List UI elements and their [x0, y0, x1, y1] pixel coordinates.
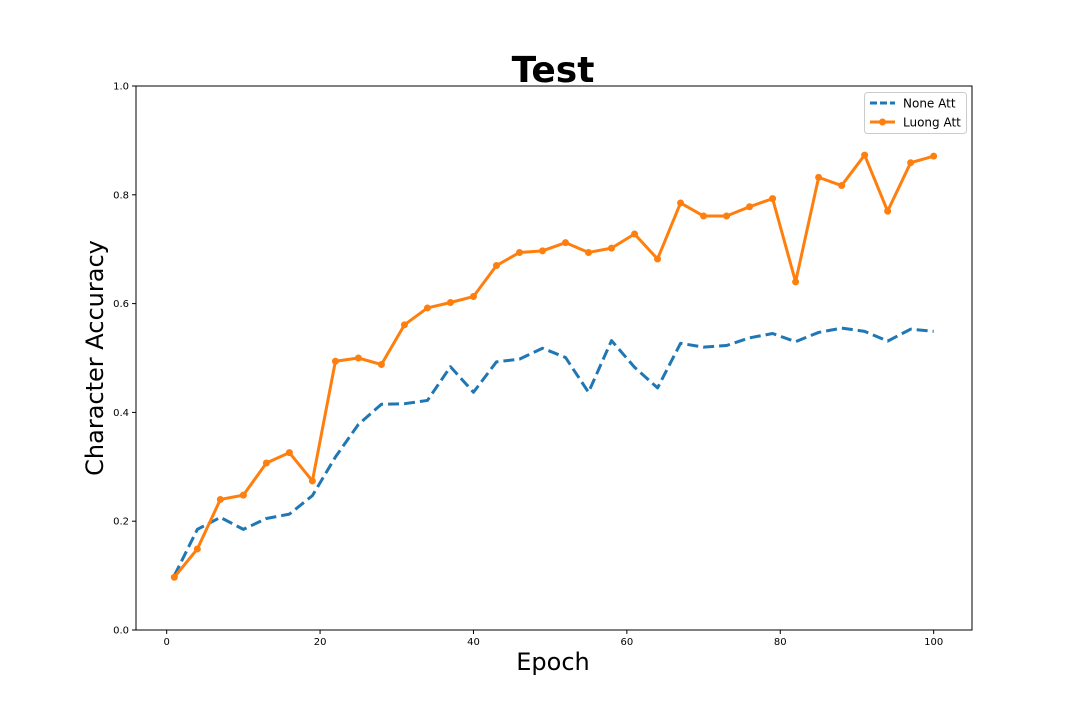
data-point [377, 361, 385, 369]
chart-title: Test [512, 50, 595, 91]
x-axis-label: Epoch [516, 648, 590, 676]
plot-area-frame [135, 85, 973, 631]
data-point [262, 459, 270, 467]
y-tick-label: 1.0 [113, 82, 129, 93]
series-line-2 [173, 153, 935, 579]
series-line-1 [173, 326, 934, 577]
y-tick-label: 0.0 [113, 626, 129, 637]
data-point [907, 159, 915, 167]
data-point [654, 255, 662, 263]
y-tick-label: 0.6 [113, 299, 129, 310]
data-point [469, 293, 477, 301]
data-point [239, 491, 247, 499]
x-tick-label: 60 [620, 637, 633, 648]
data-point [746, 203, 754, 211]
data-point [446, 299, 454, 307]
axis-ticks: 0 20 40 60 80 100 0.0 0.2 0.4 0.6 0.8 1.0 [113, 82, 943, 649]
legend-marker [879, 118, 886, 126]
data-point [492, 262, 500, 270]
data-point [585, 248, 593, 256]
y-axis-label: Character Accuracy [81, 240, 109, 476]
legend-label: None Att [903, 97, 956, 111]
data-point [423, 304, 431, 312]
data-point [769, 195, 777, 203]
data-point [631, 230, 639, 238]
data-point [930, 152, 938, 160]
y-tick-label: 0.4 [113, 408, 129, 419]
data-point [838, 182, 846, 190]
x-tick-label: 40 [467, 637, 480, 648]
data-point [861, 151, 869, 159]
data-point [354, 354, 362, 362]
data-point [331, 357, 339, 365]
x-tick-label: 100 [924, 637, 943, 648]
data-point [515, 248, 523, 256]
y-tick-label: 0.8 [113, 190, 129, 201]
data-point [884, 207, 892, 215]
data-point [815, 173, 823, 181]
x-tick-label: 20 [314, 637, 327, 648]
data-point [700, 212, 708, 220]
data-point [538, 247, 546, 255]
data-point [216, 495, 224, 503]
y-tick-label: 0.2 [113, 517, 129, 528]
data-point [562, 239, 570, 247]
series-lines [170, 151, 938, 581]
data-point [170, 573, 178, 581]
data-point [308, 477, 316, 485]
data-point [285, 449, 293, 457]
data-point [400, 321, 408, 329]
data-point [608, 244, 616, 252]
x-tick-label: 80 [774, 637, 787, 648]
data-point [723, 212, 731, 220]
data-point [792, 278, 800, 286]
x-tick-label: 0 [163, 637, 169, 648]
legend-label: Luong Att [903, 116, 961, 130]
legend: None Att Luong Att [864, 92, 967, 134]
data-point [193, 545, 201, 553]
data-point [677, 199, 685, 207]
